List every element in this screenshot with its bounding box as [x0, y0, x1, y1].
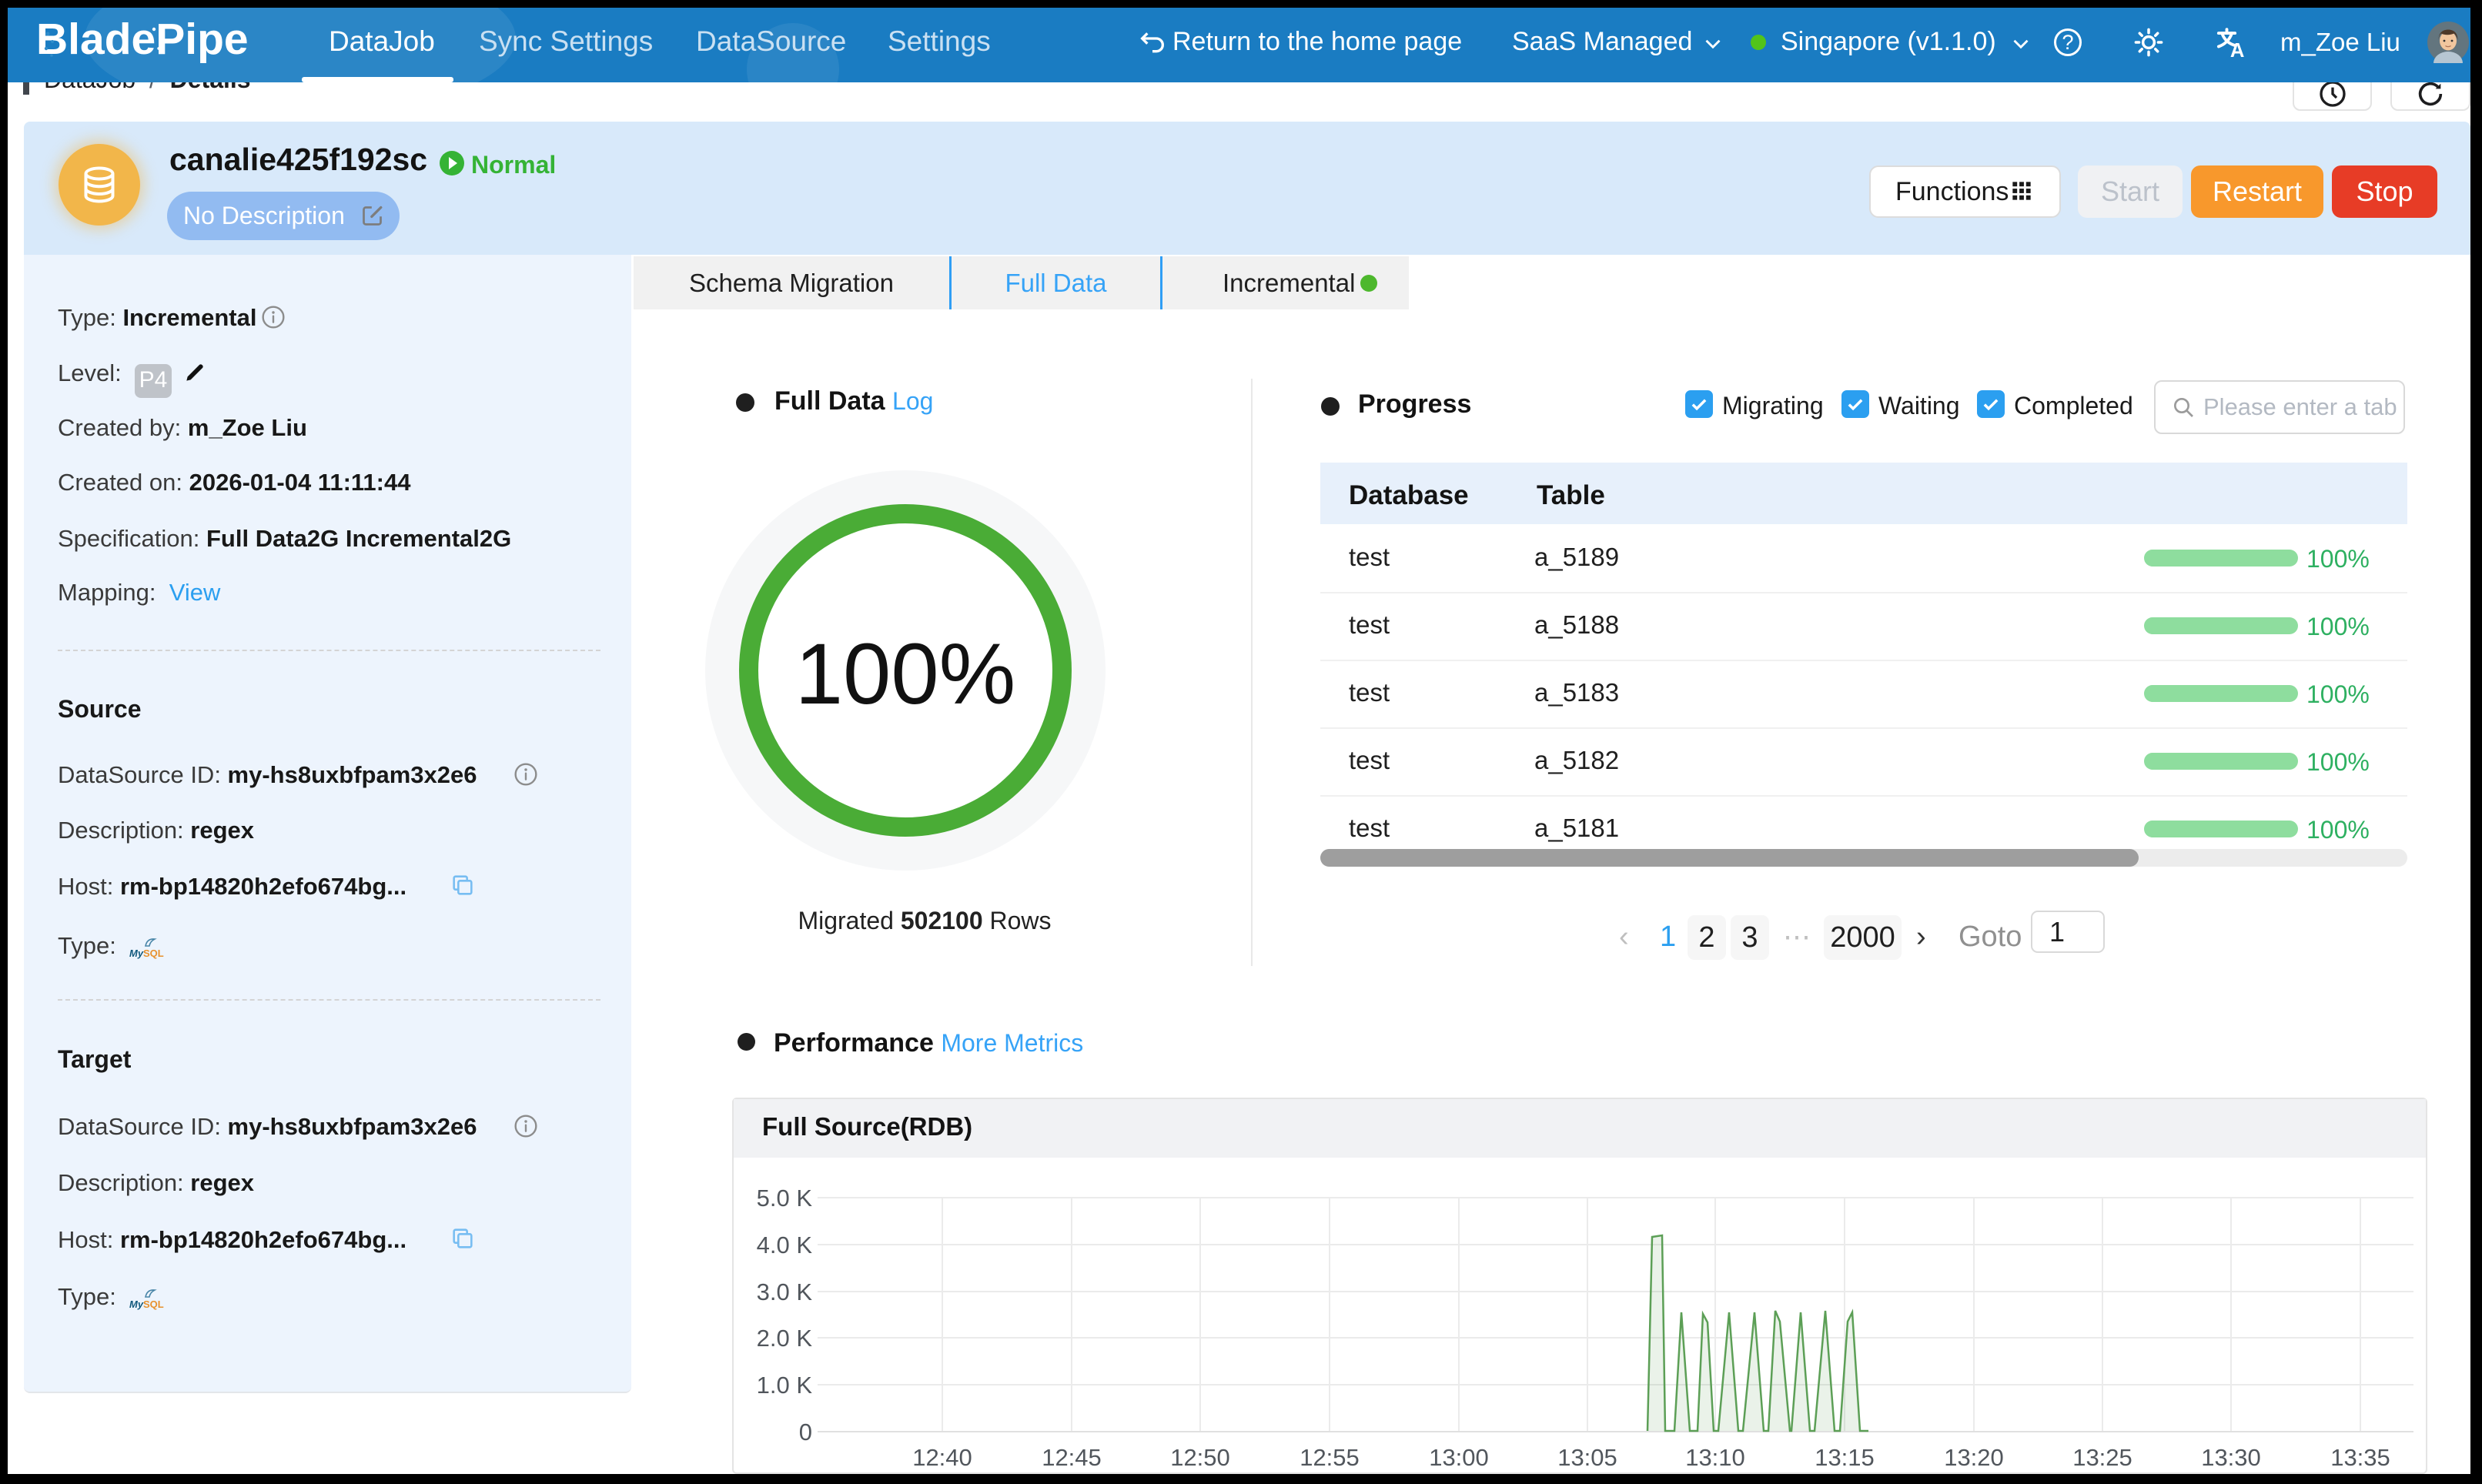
svg-text:A: A — [2230, 40, 2245, 59]
svg-text:SQL: SQL — [143, 948, 164, 959]
svg-text:My: My — [129, 948, 144, 959]
svg-text:My: My — [129, 1298, 144, 1310]
svg-text:SQL: SQL — [143, 1298, 164, 1310]
